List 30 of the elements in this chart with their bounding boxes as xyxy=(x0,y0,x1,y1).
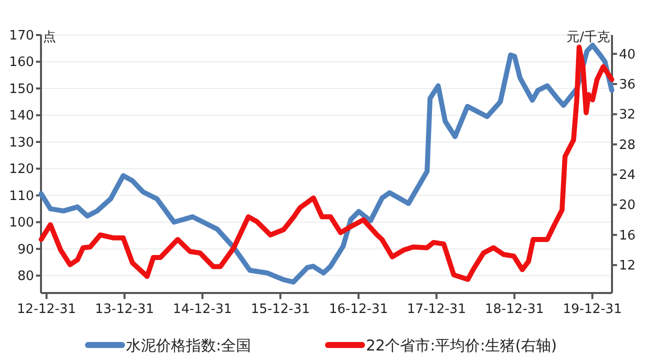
x-tick-label: 17-12-31 xyxy=(406,302,466,317)
x-tick-label: 14-12-31 xyxy=(172,302,232,317)
y-tick-label: 150 xyxy=(9,82,34,97)
y2-tick-label: 16 xyxy=(619,228,636,244)
y2-tick-label: 24 xyxy=(619,168,636,184)
x-tick-label: 15-12-31 xyxy=(250,302,310,317)
x-tick-label: 13-12-31 xyxy=(94,302,154,317)
y-tick-label: 170 xyxy=(9,28,34,44)
y-tick-label: 90 xyxy=(17,242,34,258)
y-axis-title: 点 xyxy=(43,30,56,45)
x-tick-label: 12-12-31 xyxy=(17,302,76,317)
y-tick-label: 160 xyxy=(9,55,34,70)
y2-tick-label: 32 xyxy=(619,108,636,123)
y-tick-label: 130 xyxy=(9,135,34,150)
y2-tick-label: 40 xyxy=(619,47,636,62)
x-tick-label: 18-12-31 xyxy=(484,302,544,317)
y2-axis-title: 元/千克 xyxy=(566,30,610,45)
y2-tick-label: 20 xyxy=(619,198,636,214)
legend-label: 水泥价格指数:全国 xyxy=(126,336,252,354)
y-tick-label: 100 xyxy=(9,216,34,231)
x-tick-label: 16-12-31 xyxy=(329,302,388,317)
x-tick-label: 19-12-31 xyxy=(562,302,622,317)
y2-tick-label: 12 xyxy=(619,258,636,274)
y-tick-label: 120 xyxy=(9,162,34,178)
y2-tick-label: 36 xyxy=(619,78,636,93)
y2-tick-label: 28 xyxy=(619,138,636,153)
y-tick-label: 80 xyxy=(17,269,34,284)
legend-label: 22个省市:平均价:生猪(右轴) xyxy=(366,336,557,354)
y-tick-label: 110 xyxy=(9,188,34,204)
y-tick-label: 140 xyxy=(9,108,34,124)
